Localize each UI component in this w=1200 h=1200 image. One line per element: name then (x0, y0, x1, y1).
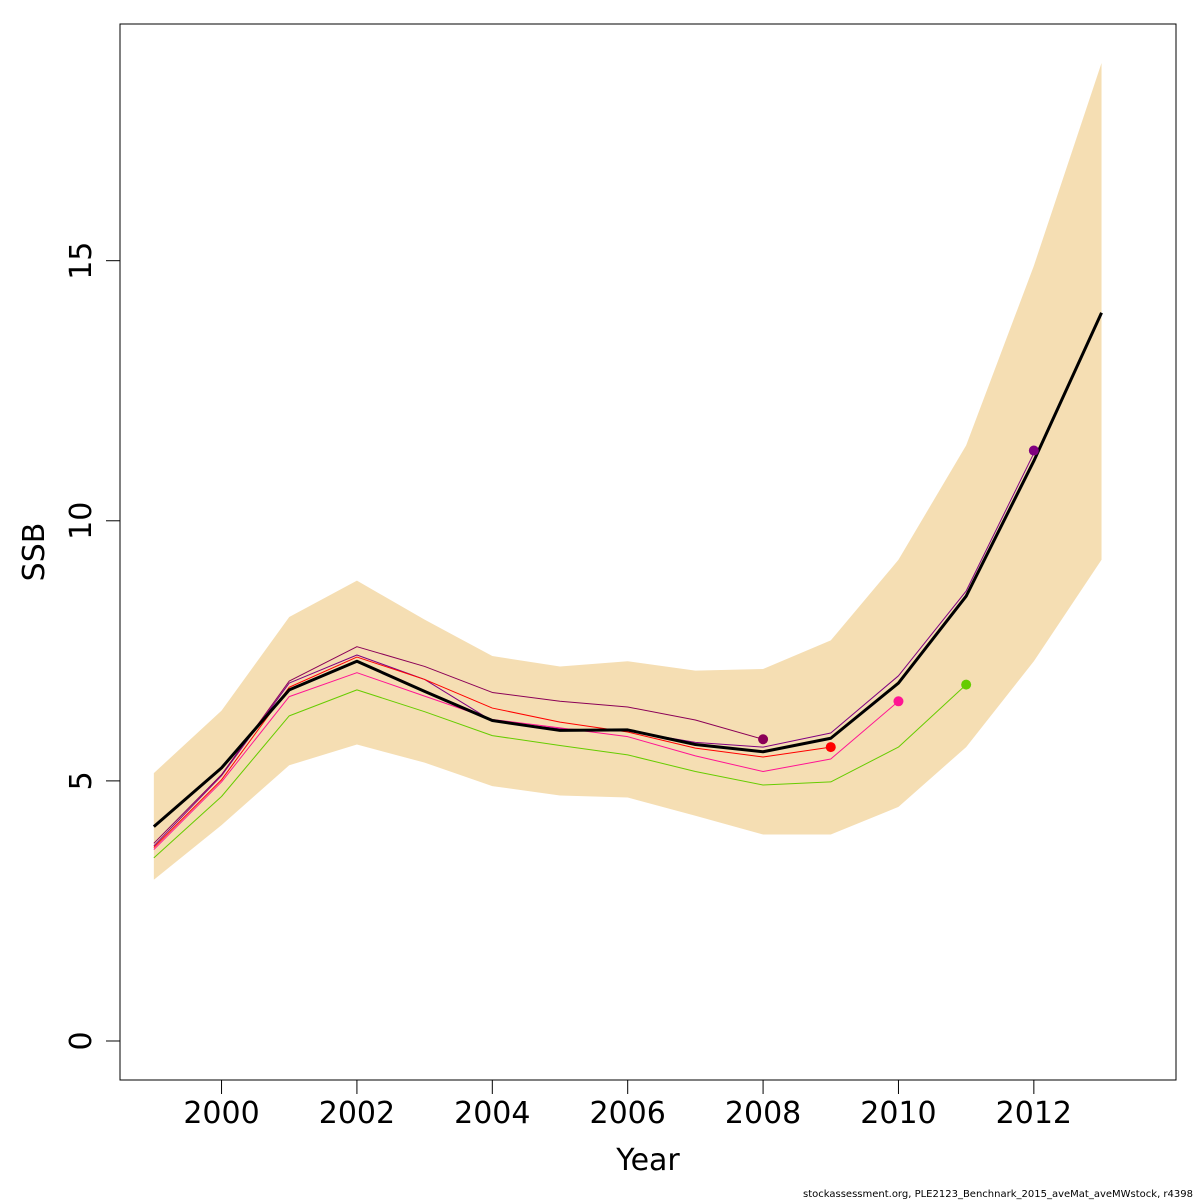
series-line-0 (152, 312, 1103, 828)
confidence-band (153, 63, 1102, 880)
series-endpoint-1 (1028, 445, 1039, 456)
x-tick-label: 2004 (454, 1096, 530, 1131)
x-tick-label: 2002 (319, 1096, 395, 1131)
series-line-5 (153, 684, 967, 859)
footer-text: stockassessment.org, PLE2123_Benchnark_2… (803, 1189, 1193, 1200)
x-tick-label: 2010 (860, 1096, 936, 1131)
series-endpoint-2 (758, 734, 769, 745)
x-tick-label: 2012 (996, 1096, 1072, 1131)
series-endpoint-5 (961, 679, 972, 690)
y-tick-label: 5 (64, 771, 99, 790)
series-line-4 (153, 672, 899, 850)
y-tick-label: 15 (64, 242, 99, 280)
y-axis: 0 5 10 15 (64, 242, 121, 1051)
endpoint-layer (758, 445, 1039, 753)
y-tick-label: 10 (64, 502, 99, 540)
x-axis: 2000 2002 2004 2006 2008 2010 2012 (183, 1079, 1072, 1131)
series-endpoint-3 (825, 742, 836, 753)
x-axis-title: Year (615, 1143, 680, 1178)
x-tick-label: 2006 (590, 1096, 666, 1131)
series-layer (152, 312, 1103, 859)
y-tick-label: 0 (64, 1031, 99, 1050)
x-tick-label: 2008 (725, 1096, 801, 1131)
confidence-band-layer (153, 63, 1102, 880)
x-tick-label: 2000 (183, 1096, 259, 1131)
y-axis-title: SSB (17, 523, 52, 582)
series-endpoint-4 (893, 696, 904, 707)
